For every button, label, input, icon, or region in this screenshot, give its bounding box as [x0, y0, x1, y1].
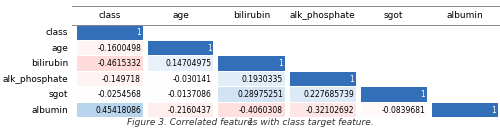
Text: 0.1930335: 0.1930335 — [242, 74, 283, 84]
Text: 0.45418086: 0.45418086 — [95, 105, 141, 115]
Text: -0.0254568: -0.0254568 — [97, 90, 141, 99]
Text: 0.28975251: 0.28975251 — [238, 90, 283, 99]
Text: sgot: sgot — [48, 90, 68, 99]
FancyBboxPatch shape — [76, 25, 142, 40]
FancyBboxPatch shape — [76, 103, 142, 117]
Text: -0.4060308: -0.4060308 — [239, 105, 283, 115]
Text: 1: 1 — [278, 59, 283, 68]
FancyBboxPatch shape — [76, 56, 142, 71]
FancyBboxPatch shape — [360, 103, 426, 117]
FancyBboxPatch shape — [76, 87, 142, 102]
Text: albumin: albumin — [31, 105, 68, 115]
Text: -0.030141: -0.030141 — [173, 74, 212, 84]
Text: -0.0137086: -0.0137086 — [168, 90, 212, 99]
FancyBboxPatch shape — [360, 87, 426, 102]
Text: age: age — [51, 44, 68, 53]
Text: 1: 1 — [349, 74, 354, 84]
FancyBboxPatch shape — [76, 72, 142, 86]
Text: 1: 1 — [247, 118, 253, 127]
Text: 0.227685739: 0.227685739 — [303, 90, 354, 99]
Text: 1: 1 — [136, 28, 141, 37]
Text: class: class — [46, 28, 68, 37]
Text: sgot: sgot — [384, 11, 403, 20]
Text: 1: 1 — [420, 90, 425, 99]
Text: bilirubin: bilirubin — [233, 11, 270, 20]
FancyBboxPatch shape — [218, 56, 284, 71]
Text: -0.2160437: -0.2160437 — [168, 105, 212, 115]
FancyBboxPatch shape — [76, 41, 142, 55]
FancyBboxPatch shape — [148, 72, 214, 86]
Text: -0.149718: -0.149718 — [102, 74, 141, 84]
Text: bilirubin: bilirubin — [30, 59, 68, 68]
FancyBboxPatch shape — [432, 103, 498, 117]
Text: alk_phosphate: alk_phosphate — [2, 74, 68, 84]
Text: -0.4615332: -0.4615332 — [97, 59, 141, 68]
FancyBboxPatch shape — [218, 87, 284, 102]
Text: 1: 1 — [491, 105, 496, 115]
Text: 1: 1 — [207, 44, 212, 53]
Text: Figure 3. Correlated features with class target feature.: Figure 3. Correlated features with class… — [126, 118, 374, 127]
Text: class: class — [98, 11, 120, 20]
FancyBboxPatch shape — [218, 103, 284, 117]
FancyBboxPatch shape — [290, 87, 356, 102]
FancyBboxPatch shape — [290, 72, 356, 86]
Text: 0.14704975: 0.14704975 — [166, 59, 212, 68]
FancyBboxPatch shape — [148, 87, 214, 102]
Text: -0.32102692: -0.32102692 — [306, 105, 354, 115]
Text: age: age — [172, 11, 189, 20]
FancyBboxPatch shape — [290, 103, 356, 117]
Text: albumin: albumin — [446, 11, 483, 20]
FancyBboxPatch shape — [148, 56, 214, 71]
Text: -0.1600498: -0.1600498 — [97, 44, 141, 53]
FancyBboxPatch shape — [218, 72, 284, 86]
Text: -0.0839681: -0.0839681 — [382, 105, 425, 115]
FancyBboxPatch shape — [148, 41, 214, 55]
FancyBboxPatch shape — [148, 103, 214, 117]
Text: alk_phosphate: alk_phosphate — [290, 11, 356, 20]
